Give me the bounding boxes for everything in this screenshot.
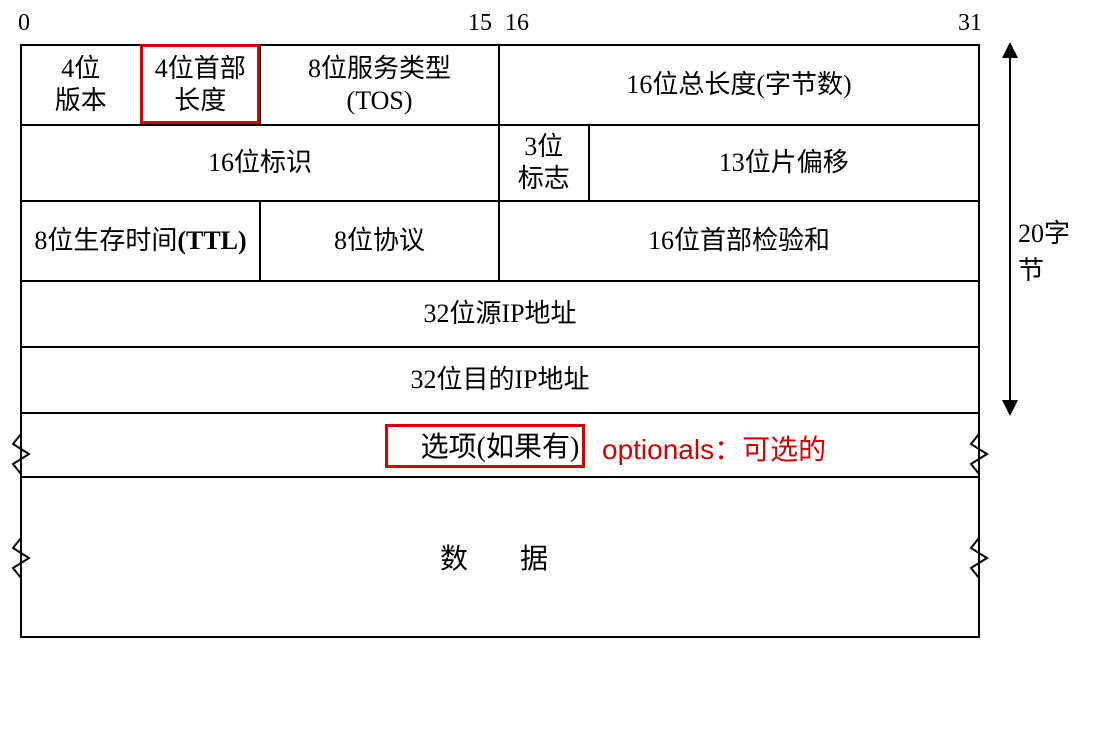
- header-field: 16位首部检验和: [500, 202, 978, 280]
- table-row: 32位源IP地址: [22, 282, 978, 348]
- header-field: 32位目的IP地址: [22, 348, 978, 412]
- header-field: 8位服务类型(TOS): [261, 46, 500, 124]
- options-row: 选项(如果有): [20, 414, 980, 478]
- header-field: 16位标识: [22, 126, 500, 200]
- optionals-annotation: optionals：可选的: [602, 428, 826, 468]
- options-label: 选项(如果有): [421, 425, 580, 465]
- data-label: 数 据: [440, 537, 560, 577]
- header-field: 8位生存时间(TTL): [22, 202, 261, 280]
- data-row: 数 据: [20, 478, 980, 638]
- table-row: 4位版本4位首部长度8位服务类型(TOS)16位总长度(字节数): [22, 46, 978, 126]
- header-field: 32位源IP地址: [22, 282, 978, 346]
- bit-label-15: 15: [468, 10, 492, 37]
- table-row: 16位标识3位标志13位片偏移: [22, 126, 978, 202]
- header-field: 3位标志: [500, 126, 590, 200]
- header-field: 4位首部长度: [142, 46, 262, 124]
- bracket-label: 20字节: [1018, 213, 1074, 287]
- table-row: 32位目的IP地址: [22, 348, 978, 414]
- bit-label-31: 31: [958, 10, 982, 37]
- header-field: 4位版本: [22, 46, 142, 124]
- bit-label-0: 0: [18, 10, 30, 37]
- bit-label-16: 16: [505, 10, 529, 37]
- table-row: 8位生存时间(TTL)8位协议16位首部检验和: [22, 202, 978, 282]
- header-table: 4位版本4位首部长度8位服务类型(TOS)16位总长度(字节数)16位标识3位标…: [20, 44, 980, 414]
- header-field: 16位总长度(字节数): [500, 46, 978, 124]
- header-field: 8位协议: [261, 202, 500, 280]
- header-field: 13位片偏移: [590, 126, 978, 200]
- ip-header-diagram: 0 15 16 31 4位版本4位首部长度8位服务类型(TOS)16位总长度(字…: [20, 12, 1074, 722]
